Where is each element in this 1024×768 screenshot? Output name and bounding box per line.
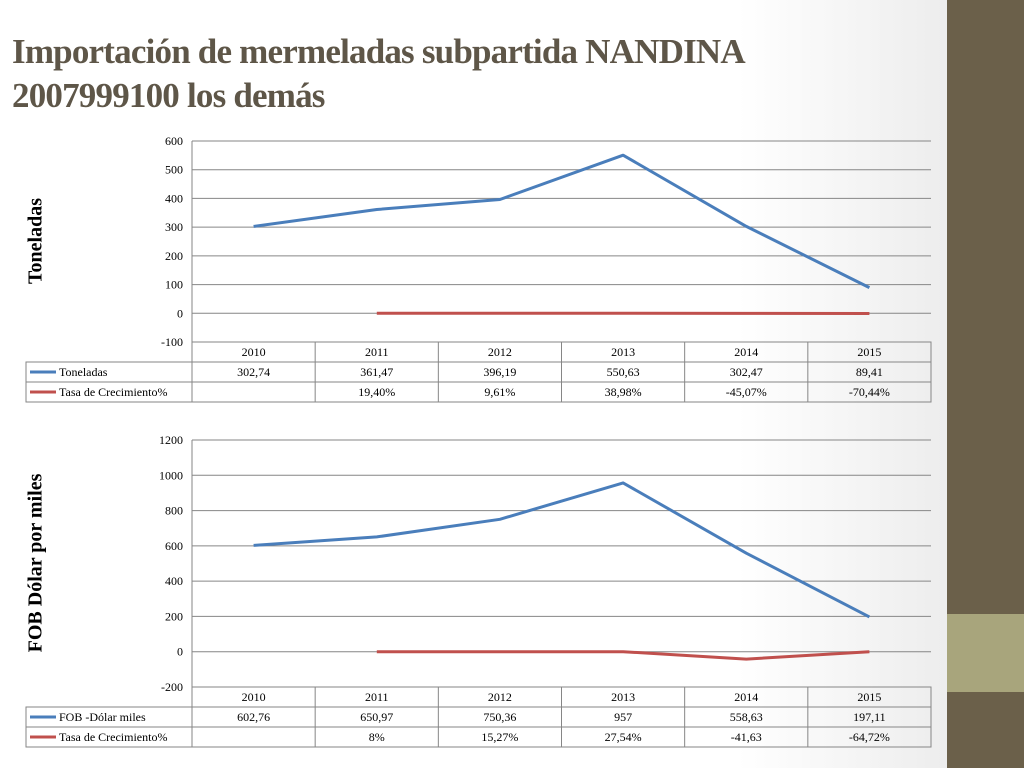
- data-label: 15,27%: [481, 730, 518, 744]
- y-tick-label: -200: [161, 680, 183, 694]
- x-category-label: 2010: [242, 345, 266, 359]
- data-label: 27,54%: [605, 730, 642, 744]
- x-category-label: 2012: [488, 690, 512, 704]
- data-label: 361,47: [360, 365, 393, 379]
- x-category-label: 2015: [857, 345, 881, 359]
- y-tick-label: 100: [165, 278, 183, 292]
- data-label: 750,36: [483, 710, 516, 724]
- x-category-label: 2014: [734, 690, 758, 704]
- y-tick-label: -100: [161, 335, 183, 349]
- series-line-1: [253, 153, 871, 289]
- x-category-label: 2010: [242, 690, 266, 704]
- series-line-1: [253, 481, 871, 619]
- y-tick-label: 0: [177, 645, 183, 659]
- data-label: 89,41: [856, 365, 883, 379]
- legend-entry-2: Tasa de Crecimiento%: [59, 385, 167, 399]
- x-category-label: 2013: [611, 690, 635, 704]
- y-tick-label: 200: [165, 609, 183, 623]
- legend-entry-1: Toneladas: [59, 365, 108, 379]
- legend-entry-2: Tasa de Crecimiento%: [59, 730, 167, 744]
- data-label: 396,19: [483, 365, 516, 379]
- data-label: 602,76: [237, 710, 270, 724]
- sidebar-accent: [947, 614, 1024, 692]
- y-tick-label: 400: [165, 191, 183, 205]
- y-tick-label: 600: [165, 539, 183, 553]
- data-label: 650,97: [360, 710, 393, 724]
- y-tick-label: 800: [165, 504, 183, 518]
- y-tick-label: 600: [165, 134, 183, 148]
- y-tick-label: 200: [165, 249, 183, 263]
- series-line-2: [376, 650, 870, 661]
- data-label: 957: [614, 710, 632, 724]
- data-label: 19,40%: [358, 385, 395, 399]
- data-label: -41,63: [731, 730, 762, 744]
- x-category-label: 2011: [365, 690, 389, 704]
- y-tick-label: 1000: [159, 468, 183, 482]
- y-tick-label: 1200: [159, 433, 183, 447]
- x-category-label: 2011: [365, 345, 389, 359]
- slide-title: Importación de mermeladas subpartida NAN…: [12, 32, 744, 115]
- data-label: 197,11: [853, 710, 886, 724]
- x-category-label: 2013: [611, 345, 635, 359]
- x-category-label: 2014: [734, 345, 758, 359]
- y-tick-label: 400: [165, 574, 183, 588]
- data-label: -64,72%: [849, 730, 890, 744]
- data-label: 558,63: [730, 710, 763, 724]
- legend-entry-1: FOB -Dólar miles: [59, 710, 146, 724]
- data-label: -45,07%: [726, 385, 767, 399]
- data-label: 8%: [369, 730, 385, 744]
- data-label: -70,44%: [849, 385, 890, 399]
- data-label: 9,61%: [484, 385, 515, 399]
- y-tick-label: 300: [165, 220, 183, 234]
- y-tick-label: 500: [165, 163, 183, 177]
- y-tick-label: 0: [177, 306, 183, 320]
- x-category-label: 2012: [488, 345, 512, 359]
- x-category-label: 2015: [857, 690, 881, 704]
- data-label: 302,74: [237, 365, 270, 379]
- data-label: 38,98%: [605, 385, 642, 399]
- data-label: 302,47: [730, 365, 763, 379]
- data-label: 550,63: [607, 365, 640, 379]
